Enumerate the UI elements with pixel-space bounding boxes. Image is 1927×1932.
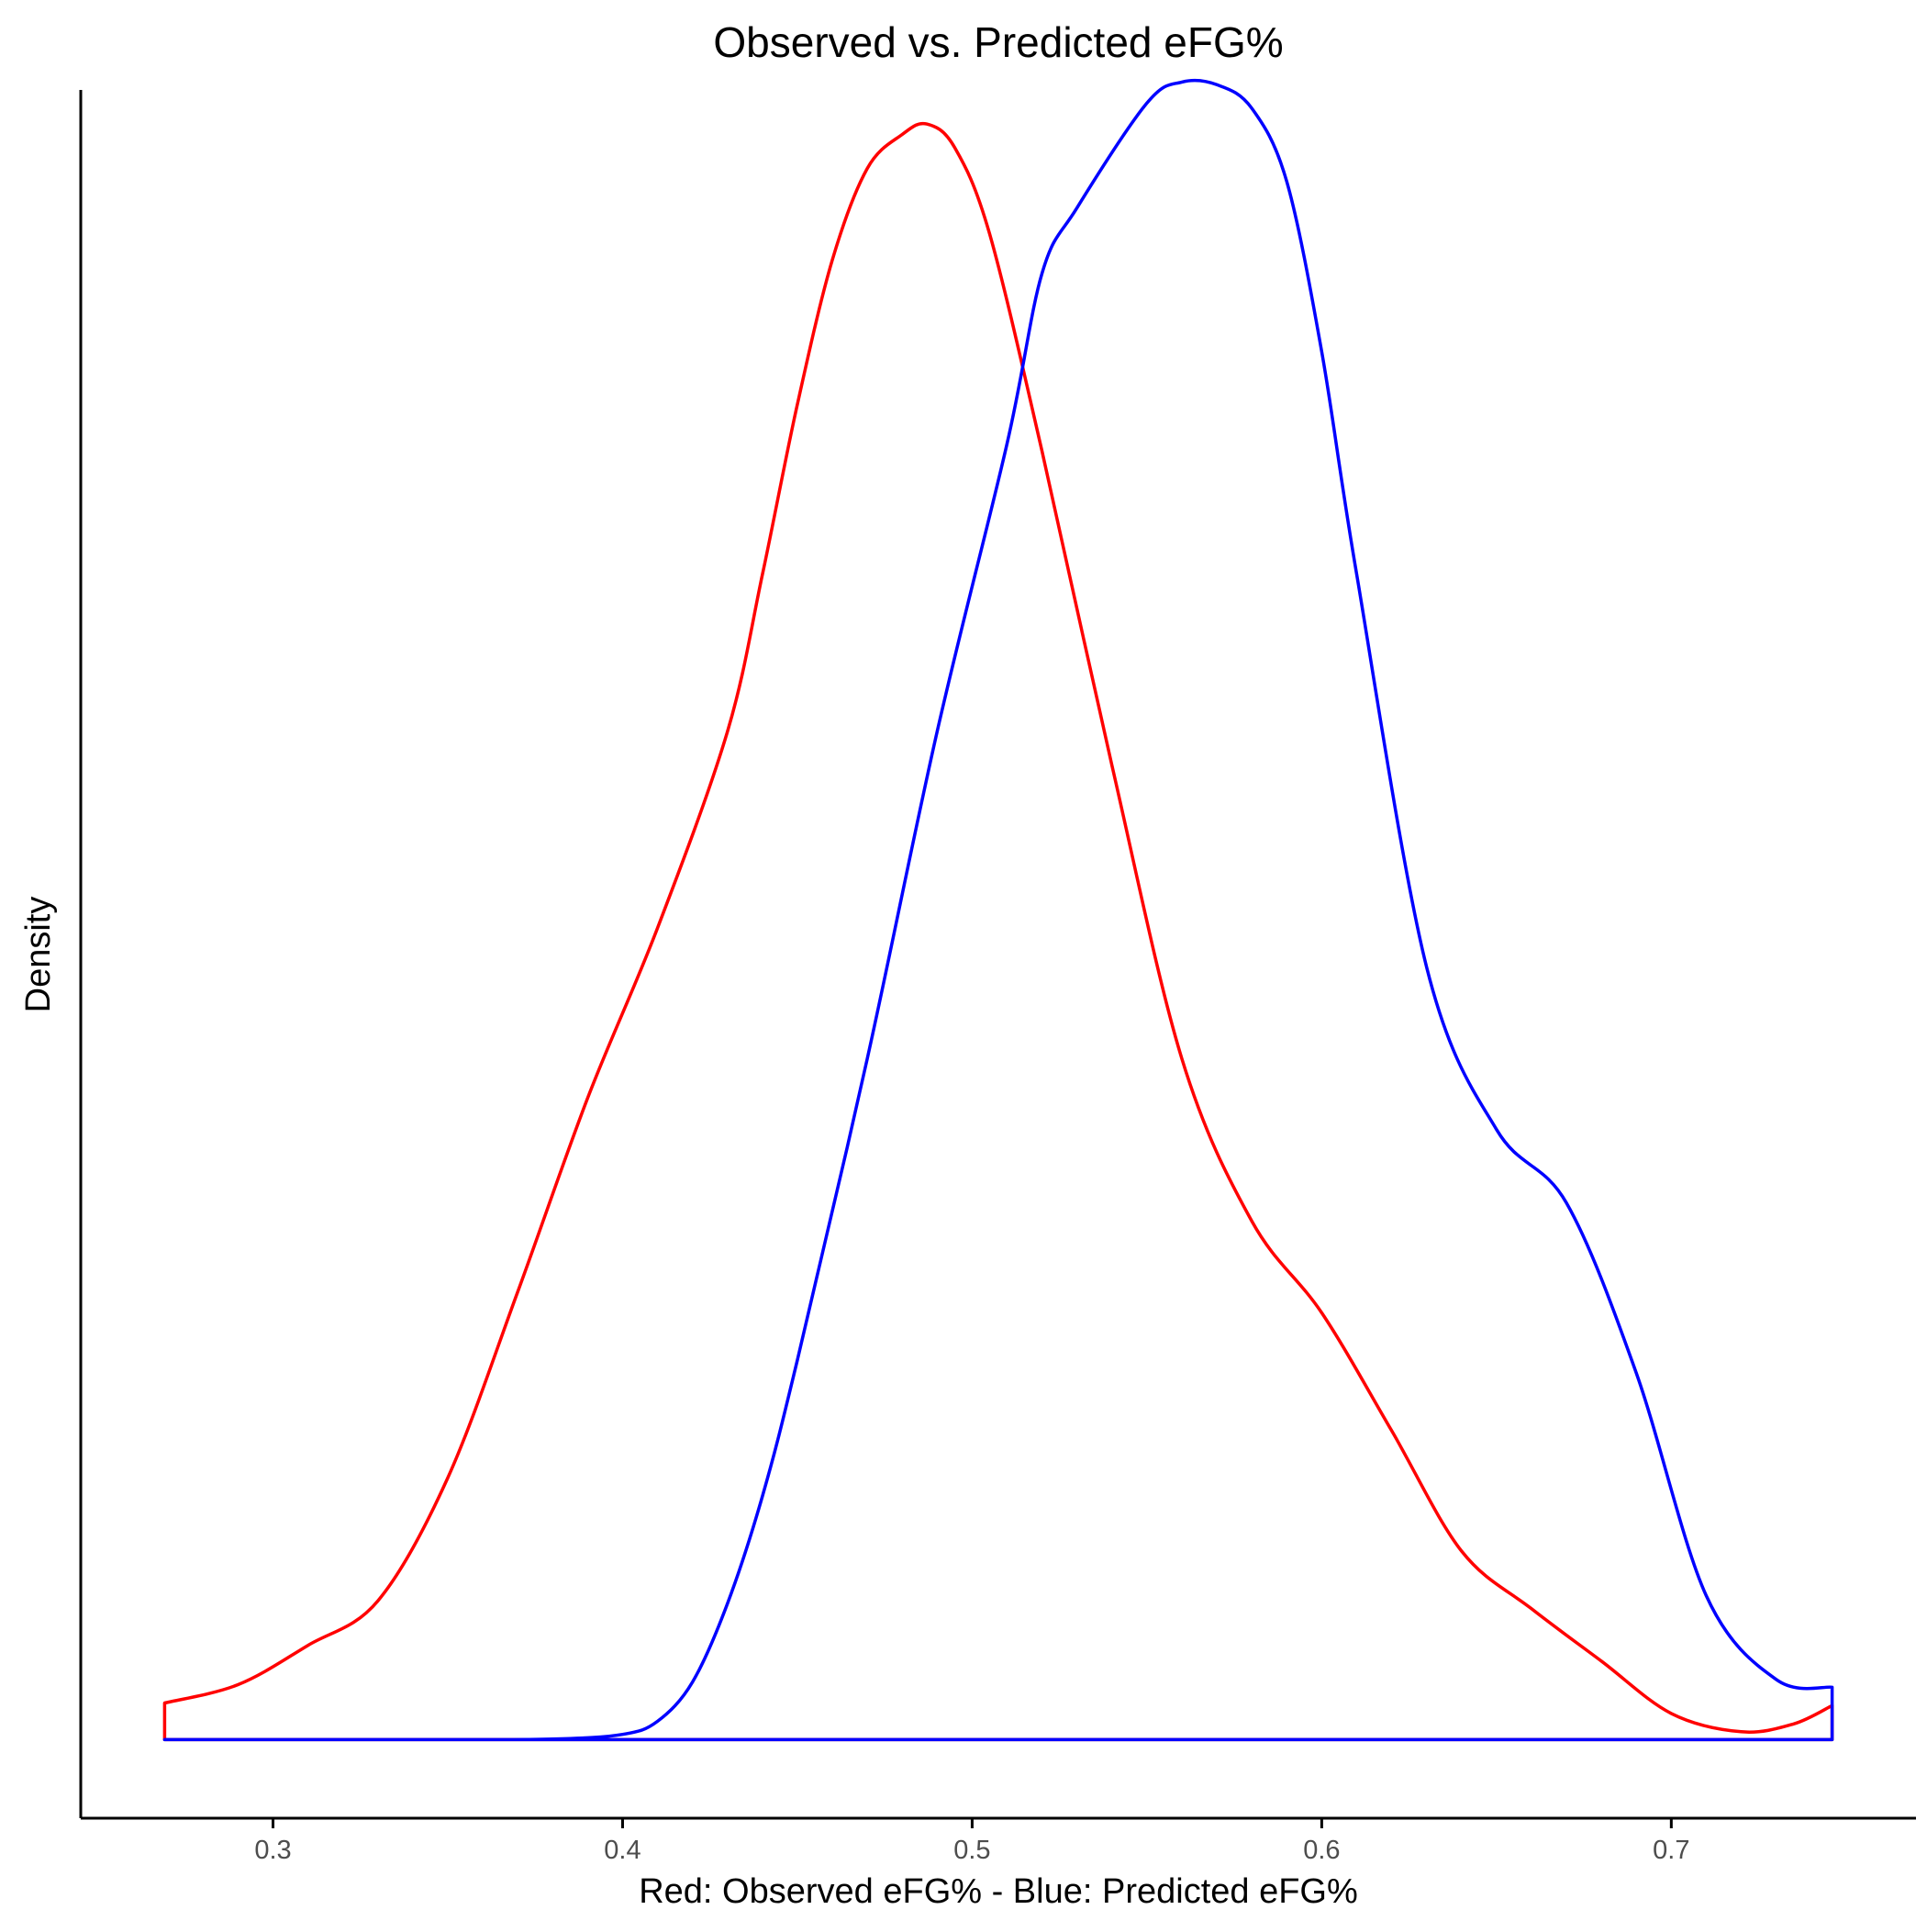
x-tick-label: 0.3 [254, 1836, 291, 1865]
plot-area [162, 78, 1834, 1742]
x-tick-label: 0.6 [1303, 1836, 1340, 1865]
x-tick-label: 0.7 [1653, 1836, 1689, 1865]
x-tick-label: 0.4 [604, 1836, 640, 1865]
x-tick-label: 0.5 [953, 1836, 990, 1865]
x-axis-label: Red: Observed eFG% - Blue: Predicted eFG… [639, 1872, 1358, 1911]
chart-title: Observed vs. Predicted eFG% [713, 18, 1283, 66]
x-axis-ticks: 0.3 0.4 0.5 0.6 0.7 [254, 1818, 1689, 1865]
density-curve-predicted [162, 78, 1834, 1742]
y-axis-label: Density [19, 897, 58, 1013]
density-curve-observed [162, 121, 1834, 1742]
